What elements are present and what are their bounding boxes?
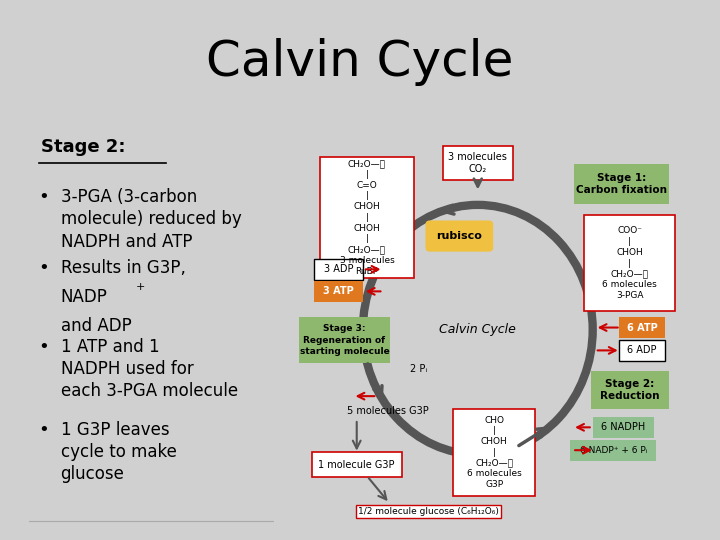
FancyBboxPatch shape [314, 281, 363, 302]
Text: •: • [39, 188, 50, 206]
FancyBboxPatch shape [314, 259, 363, 280]
FancyBboxPatch shape [426, 220, 493, 252]
FancyBboxPatch shape [300, 317, 390, 363]
Text: 5 molecules G3P: 5 molecules G3P [346, 406, 428, 416]
Text: CHO
|
CHOH
|
CH₂O—Ⓟ
6 molecules
G3P: CHO | CHOH | CH₂O—Ⓟ 6 molecules G3P [467, 415, 521, 489]
FancyBboxPatch shape [443, 146, 513, 180]
Text: 1 molecule G3P: 1 molecule G3P [318, 460, 395, 470]
Text: 3 ATP: 3 ATP [323, 286, 354, 296]
Text: NADP: NADP [60, 288, 107, 306]
Text: 3 molecules
CO₂: 3 molecules CO₂ [449, 152, 507, 174]
Text: Results in G3P,: Results in G3P, [60, 259, 186, 277]
FancyBboxPatch shape [619, 317, 665, 339]
Text: Stage 2:
Reduction: Stage 2: Reduction [600, 379, 660, 401]
FancyBboxPatch shape [590, 371, 669, 409]
FancyBboxPatch shape [575, 164, 669, 204]
Text: •: • [39, 421, 50, 439]
Text: Stage 3:
Regeneration of
starting molecule: Stage 3: Regeneration of starting molecu… [300, 325, 390, 356]
Text: Stage 1:
Carbon fixation: Stage 1: Carbon fixation [576, 173, 667, 195]
FancyBboxPatch shape [570, 440, 657, 461]
Text: 6 NADPH: 6 NADPH [601, 422, 646, 433]
Text: rubisco: rubisco [436, 231, 482, 241]
Text: •: • [39, 338, 50, 356]
Text: Stage 2:: Stage 2: [41, 138, 125, 157]
FancyBboxPatch shape [585, 215, 675, 311]
Text: 6 NADP⁺ + 6 Pᵢ: 6 NADP⁺ + 6 Pᵢ [580, 446, 647, 455]
Text: and ADP: and ADP [60, 317, 131, 335]
FancyBboxPatch shape [619, 340, 665, 361]
Text: 1 ATP and 1
NADPH used for
each 3-PGA molecule: 1 ATP and 1 NADPH used for each 3-PGA mo… [60, 338, 238, 400]
Text: 1/2 molecule glucose (C₆H₁₂O₆): 1/2 molecule glucose (C₆H₁₂O₆) [358, 507, 499, 516]
Text: 6 ADP: 6 ADP [627, 346, 657, 355]
Text: 6 ATP: 6 ATP [626, 322, 657, 333]
FancyBboxPatch shape [593, 417, 654, 438]
Text: 3 ADP: 3 ADP [323, 264, 353, 274]
Text: CH₂O—Ⓟ
|
C=O
|
CHOH
|
CHOH
|
CH₂O—Ⓟ
3 molecules
RuBP: CH₂O—Ⓟ | C=O | CHOH | CHOH | CH₂O—Ⓟ 3 mo… [340, 159, 395, 275]
FancyBboxPatch shape [312, 453, 402, 477]
Text: 2 Pᵢ: 2 Pᵢ [410, 364, 427, 374]
Text: 1 G3P leaves
cycle to make
glucose: 1 G3P leaves cycle to make glucose [60, 421, 176, 483]
FancyBboxPatch shape [453, 409, 535, 496]
Text: COO⁻
|
CHOH
|
CH₂O—Ⓟ
6 molecules
3-PGA: COO⁻ | CHOH | CH₂O—Ⓟ 6 molecules 3-PGA [602, 226, 657, 300]
Text: •: • [39, 259, 50, 277]
Text: 3-PGA (3-carbon
molecule) reduced by
NADPH and ATP: 3-PGA (3-carbon molecule) reduced by NAD… [60, 188, 241, 251]
FancyBboxPatch shape [320, 157, 414, 278]
Text: +: + [135, 282, 145, 292]
Text: Calvin Cycle: Calvin Cycle [439, 323, 516, 336]
Text: Calvin Cycle: Calvin Cycle [207, 38, 513, 86]
